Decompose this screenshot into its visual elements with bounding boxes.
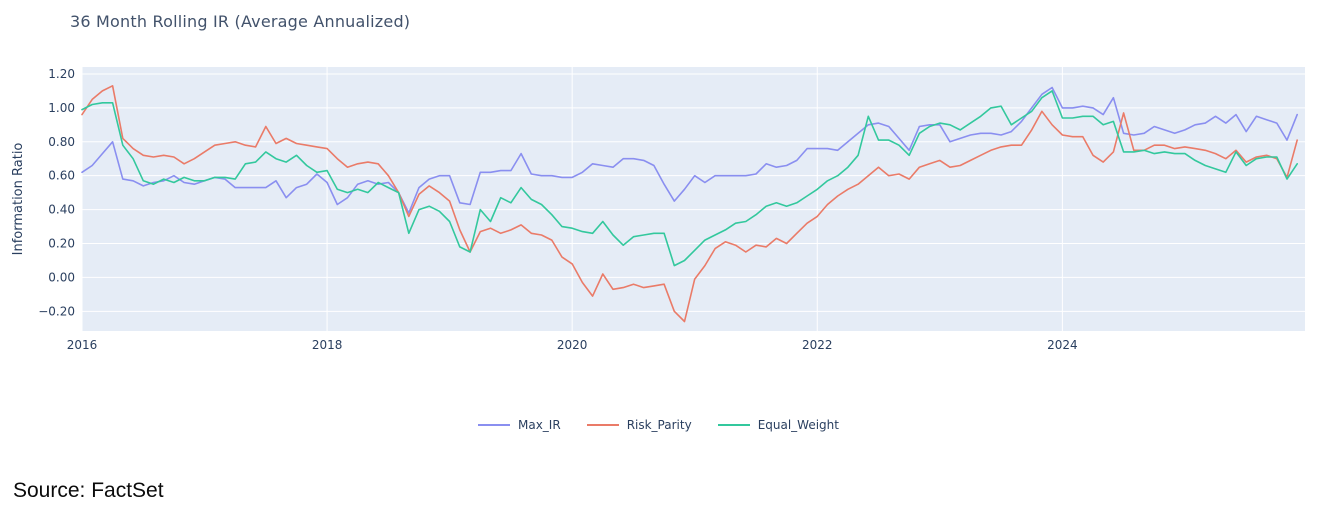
legend-item-risk_parity[interactable]: Risk_Parity	[586, 418, 692, 432]
legend-swatch-equal_weight	[717, 424, 750, 426]
y-tick-label: −0.20	[38, 304, 75, 318]
x-tick-label: 2024	[1047, 338, 1078, 352]
x-tick-label: 2022	[802, 338, 833, 352]
axis-tick-labels: 1.20 1.00 0.80 0.60 0.40 0.20 0.00 −0.20 2016 201…	[38, 67, 1077, 352]
line-chart: 1.20 1.00 0.80 0.60 0.40 0.20 0.00 −0.20 2016 201…	[11, 67, 1305, 352]
series-lines	[81, 85, 1298, 323]
series-line-equal_weight	[81, 90, 1298, 267]
gridlines	[81, 67, 1305, 331]
x-tick-label: 2018	[312, 338, 343, 352]
series-line-risk_parity	[81, 85, 1298, 323]
x-tick-label: 2020	[557, 338, 588, 352]
y-tick-label: 0.20	[48, 237, 75, 251]
legend-swatch-risk_parity	[586, 424, 619, 426]
y-tick-label: 0.40	[48, 203, 75, 217]
legend-label: Risk_Parity	[626, 418, 692, 432]
legend-label: Equal_Weight	[757, 418, 839, 432]
y-tick-label: 0.80	[48, 135, 75, 149]
y-tick-label: 1.00	[48, 101, 75, 115]
legend: Max_IR Risk_Parity Equal_Weight	[0, 414, 1317, 436]
y-axis-title: Information Ratio	[11, 143, 26, 256]
chart-title: 36 Month Rolling IR (Average Annualized)	[70, 12, 411, 31]
y-tick-label: 0.60	[48, 169, 75, 183]
legend-item-max_ir[interactable]: Max_IR	[478, 418, 561, 432]
y-tick-label: 1.20	[48, 67, 75, 81]
legend-swatch-max_ir	[478, 424, 510, 426]
legend-item-equal_weight[interactable]: Equal_Weight	[717, 418, 839, 432]
legend-label: Max_IR	[518, 418, 561, 432]
y-tick-label: 0.00	[48, 270, 75, 284]
plot-area[interactable]	[82, 67, 1305, 331]
source-note: Source: FactSet	[13, 479, 164, 502]
series-line-max_ir	[81, 86, 1298, 214]
x-tick-label: 2016	[67, 338, 98, 352]
